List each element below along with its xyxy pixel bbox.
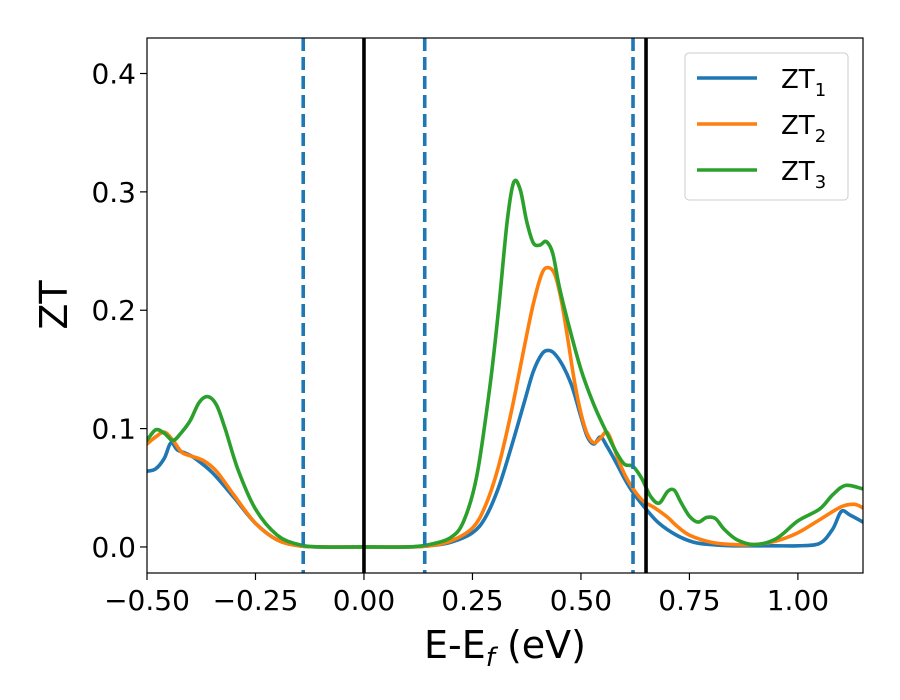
- y-tick-label: 0.4: [91, 58, 136, 91]
- x-tick-label: 0.25: [441, 584, 503, 617]
- legend-label-zt2: ZT2: [781, 111, 826, 147]
- legend: ZT1 ZT2 ZT3: [684, 52, 849, 201]
- x-tick-label: −0.25: [213, 584, 299, 617]
- x-axis: −0.50 −0.25 0.00 0.25 0.50 0.75 1.00: [104, 573, 829, 617]
- legend-label-zt1: ZT1: [781, 65, 826, 101]
- y-tick-label: 0.2: [91, 294, 136, 327]
- x-tick-label: −0.50: [104, 584, 190, 617]
- reference-lines: [301, 38, 648, 573]
- x-tick-label: 0.50: [550, 584, 612, 617]
- y-tick-label: 0.1: [91, 413, 136, 446]
- y-tick-label: 0.3: [91, 176, 136, 209]
- legend-box: [684, 52, 849, 201]
- x-axis-label: E-Ef (eV): [424, 623, 586, 673]
- y-axis-label: ZT: [32, 280, 76, 330]
- x-tick-label: 1.00: [767, 584, 829, 617]
- series-line-zt2: [147, 265, 863, 549]
- x-tick-label: 0.00: [333, 584, 395, 617]
- legend-label-zt3: ZT3: [781, 157, 826, 193]
- y-tick-label: 0.0: [91, 531, 136, 564]
- x-tick-label: 0.75: [658, 584, 720, 617]
- series-line-zt3: [147, 178, 863, 549]
- plot-lines: [147, 178, 863, 549]
- plot-frame: [146, 37, 864, 574]
- y-axis: 0.0 0.1 0.2 0.3 0.4: [91, 58, 147, 564]
